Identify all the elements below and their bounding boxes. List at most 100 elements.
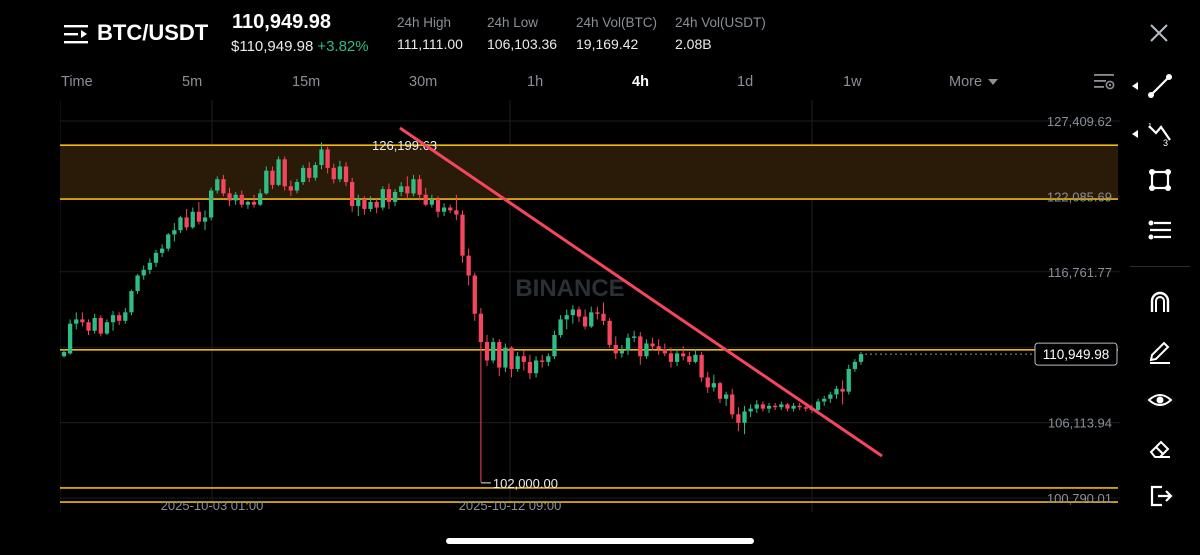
candle[interactable] bbox=[693, 349, 698, 364]
candle[interactable] bbox=[86, 319, 91, 335]
candle[interactable] bbox=[270, 166, 275, 190]
candle[interactable] bbox=[711, 374, 717, 392]
candle[interactable] bbox=[478, 308, 484, 483]
candle[interactable] bbox=[331, 163, 336, 184]
candle[interactable] bbox=[632, 330, 637, 343]
candle[interactable] bbox=[110, 310, 116, 331]
tab-30m[interactable]: 30m bbox=[409, 74, 438, 90]
trendline-tool[interactable] bbox=[1146, 72, 1174, 100]
candle[interactable] bbox=[386, 183, 392, 209]
candle[interactable] bbox=[527, 354, 533, 379]
candle[interactable] bbox=[589, 306, 594, 328]
candle[interactable] bbox=[497, 339, 502, 377]
candle[interactable] bbox=[754, 400, 759, 413]
candle[interactable] bbox=[80, 312, 85, 327]
candle[interactable] bbox=[687, 351, 692, 365]
candle[interactable] bbox=[558, 315, 563, 338]
candle[interactable] bbox=[239, 190, 244, 208]
exit-tool[interactable] bbox=[1146, 482, 1174, 510]
candle[interactable] bbox=[736, 407, 741, 432]
candle[interactable] bbox=[834, 385, 839, 399]
rectangle-tool[interactable] bbox=[1146, 166, 1174, 194]
magnet-tool[interactable] bbox=[1146, 288, 1174, 316]
candle[interactable] bbox=[392, 189, 398, 207]
visibility-tool[interactable] bbox=[1146, 386, 1174, 414]
candle[interactable] bbox=[356, 194, 361, 217]
candle[interactable] bbox=[472, 272, 477, 321]
candle[interactable] bbox=[760, 401, 766, 412]
price-chart[interactable]: BINANCE 126,199.63 102,000.00 127,409.62… bbox=[59, 100, 1120, 513]
candle[interactable] bbox=[828, 391, 833, 403]
candle[interactable] bbox=[858, 351, 864, 365]
candle[interactable] bbox=[221, 174, 226, 197]
tab-5m[interactable]: 5m bbox=[182, 74, 203, 90]
candle[interactable] bbox=[208, 187, 214, 221]
candle[interactable] bbox=[730, 388, 735, 419]
candle[interactable] bbox=[380, 186, 385, 211]
candle[interactable] bbox=[846, 364, 851, 395]
candle[interactable] bbox=[258, 189, 263, 207]
candle[interactable] bbox=[184, 208, 189, 231]
close-icon[interactable] bbox=[1148, 22, 1170, 44]
candle[interactable] bbox=[135, 274, 140, 294]
candle[interactable] bbox=[350, 177, 355, 212]
tab-time[interactable]: Time bbox=[61, 74, 93, 90]
candle[interactable] bbox=[785, 402, 790, 412]
candle[interactable] bbox=[674, 349, 680, 367]
candle[interactable] bbox=[852, 359, 858, 372]
menu-icon[interactable] bbox=[64, 24, 88, 44]
candle[interactable] bbox=[74, 312, 79, 330]
candle[interactable] bbox=[582, 309, 588, 330]
candle[interactable] bbox=[202, 210, 208, 231]
candle[interactable] bbox=[123, 308, 128, 324]
candle[interactable] bbox=[564, 309, 569, 330]
candle[interactable] bbox=[319, 142, 324, 170]
more-dropdown[interactable]: More bbox=[949, 74, 999, 90]
candle[interactable] bbox=[190, 207, 195, 229]
candle[interactable] bbox=[503, 343, 508, 372]
candle[interactable] bbox=[300, 165, 306, 185]
candle[interactable] bbox=[601, 302, 606, 326]
candle[interactable] bbox=[521, 350, 526, 371]
candle[interactable] bbox=[294, 179, 300, 194]
candle[interactable] bbox=[153, 250, 159, 268]
candle[interactable] bbox=[576, 306, 582, 323]
candle[interactable] bbox=[141, 265, 146, 280]
candle[interactable] bbox=[215, 176, 220, 194]
trendline[interactable] bbox=[399, 126, 883, 458]
candle[interactable] bbox=[454, 194, 459, 221]
candle[interactable] bbox=[613, 336, 618, 360]
candle[interactable] bbox=[822, 395, 827, 406]
candle[interactable] bbox=[411, 174, 416, 197]
candle[interactable] bbox=[67, 319, 73, 355]
candle[interactable] bbox=[61, 349, 67, 358]
candle[interactable] bbox=[117, 312, 122, 326]
candle[interactable] bbox=[172, 223, 177, 242]
candle[interactable] bbox=[98, 315, 103, 337]
candle[interactable] bbox=[509, 346, 514, 378]
candle[interactable] bbox=[625, 333, 631, 355]
candle[interactable] bbox=[656, 339, 661, 355]
candle[interactable] bbox=[129, 289, 134, 316]
chart-canvas[interactable]: BINANCE 126,199.63 102,000.00 127,409.62… bbox=[59, 100, 1120, 513]
candle[interactable] bbox=[282, 156, 287, 191]
home-indicator[interactable] bbox=[446, 538, 754, 544]
indicator-settings-icon[interactable] bbox=[1093, 72, 1115, 92]
candle[interactable] bbox=[466, 248, 471, 286]
candle[interactable] bbox=[595, 306, 600, 320]
candle[interactable] bbox=[276, 156, 281, 187]
candle[interactable] bbox=[748, 404, 753, 418]
candle[interactable] bbox=[515, 351, 520, 372]
current-price-box[interactable] bbox=[1034, 342, 1118, 366]
candle[interactable] bbox=[288, 180, 293, 197]
candle[interactable] bbox=[717, 381, 723, 403]
candle[interactable] bbox=[92, 313, 97, 334]
candle[interactable] bbox=[742, 405, 747, 435]
candle[interactable] bbox=[307, 162, 312, 183]
candle[interactable] bbox=[705, 371, 710, 394]
candle[interactable] bbox=[178, 216, 183, 234]
candle[interactable] bbox=[570, 305, 575, 324]
tab-4h[interactable]: 4h bbox=[632, 74, 649, 90]
tab-1h[interactable]: 1h bbox=[527, 74, 544, 90]
tab-1w[interactable]: 1w bbox=[843, 74, 862, 90]
